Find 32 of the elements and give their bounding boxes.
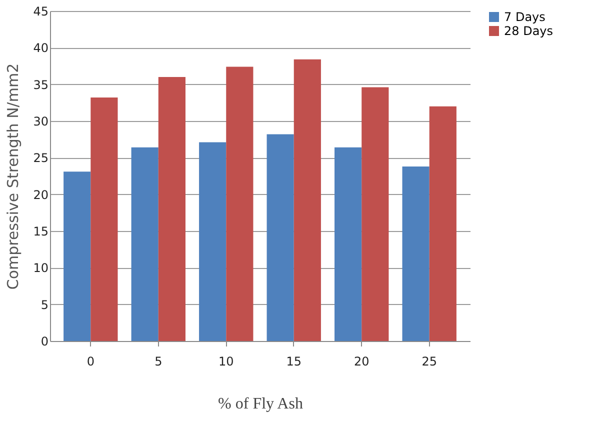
bar [266,134,294,341]
y-tick-label: 35 [33,78,48,92]
x-axis-title: % of Fly Ash [218,396,303,412]
bar [362,87,389,341]
legend-label: 7 Days [504,10,546,24]
bar [90,98,118,341]
bar [334,147,362,341]
bar [199,142,226,341]
y-tick-label: 10 [33,261,48,276]
bar [64,172,91,341]
bar [294,59,321,341]
bar [429,106,456,341]
x-tick-label: 15 [286,354,302,368]
legend-label: 28 Days [504,24,554,38]
x-tick-label: 0 [86,354,94,368]
bar [158,77,186,341]
x-tick-label: 5 [154,354,162,368]
x-tick-label: 20 [354,354,370,368]
y-tick-label: 5 [40,298,48,312]
bar [226,66,254,341]
y-tick-label: 30 [33,114,48,128]
y-axis-title: Compressive Strength N/mm2 [4,63,22,290]
y-tick-label: 45 [33,4,48,18]
y-tick-label: 25 [33,151,48,166]
x-tick-label: 25 [422,354,437,368]
bar [402,166,430,341]
y-tick-label: 20 [33,188,48,202]
bar [131,147,158,341]
y-tick-label: 40 [33,41,48,56]
y-tick-label: 15 [33,224,48,238]
y-tick-label: 0 [40,334,48,348]
x-tick-label: 10 [218,354,234,368]
